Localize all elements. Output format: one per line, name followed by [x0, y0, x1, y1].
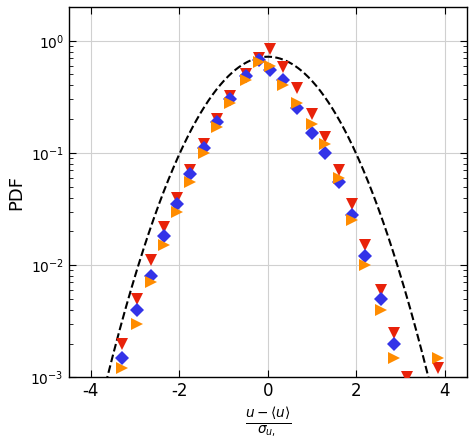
- X-axis label: $\frac{u-\langle u\rangle}{\sigma_{u,}}$: $\frac{u-\langle u\rangle}{\sigma_{u,}}$: [245, 406, 291, 440]
- Y-axis label: PDF: PDF: [7, 175, 25, 210]
